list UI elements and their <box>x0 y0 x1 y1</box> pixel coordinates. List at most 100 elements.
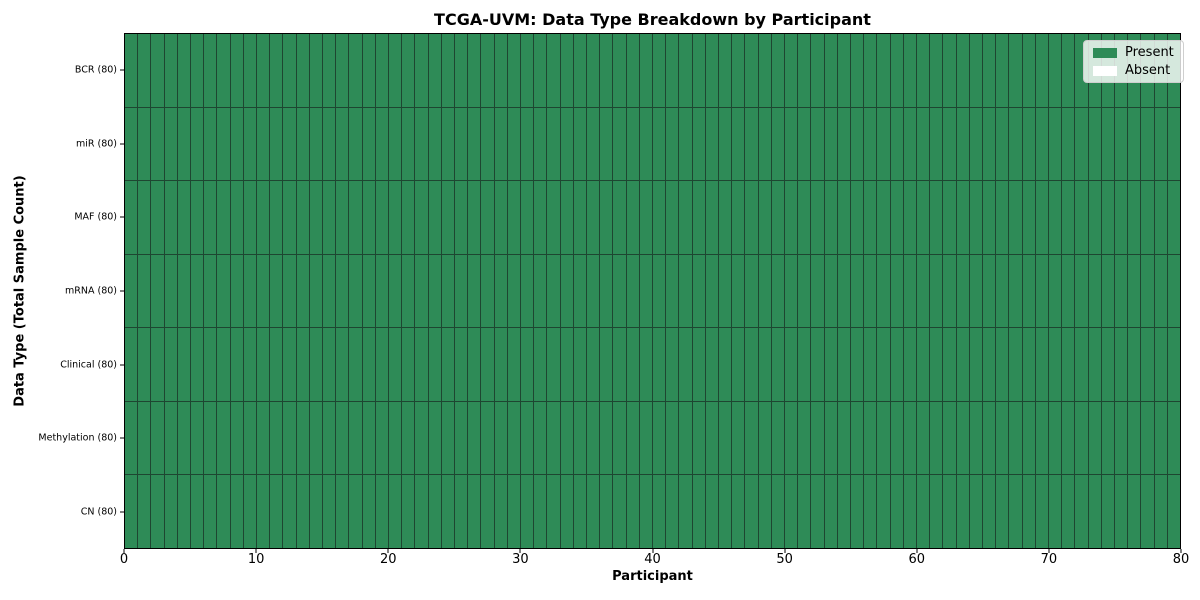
heatmap-cell <box>1114 181 1128 254</box>
heatmap-cell <box>877 401 890 475</box>
heatmap-cell <box>204 401 217 475</box>
heatmap-cell <box>217 34 230 107</box>
heatmap-cell <box>692 181 705 254</box>
heatmap-cell <box>349 254 362 328</box>
heatmap-cell <box>1048 254 1062 328</box>
heatmap-cell <box>1128 401 1141 475</box>
heatmap-cell <box>798 107 811 181</box>
x-axis-ticks: 0 10 20 30 40 50 60 70 80 <box>120 549 1189 575</box>
heatmap-cell <box>296 401 309 475</box>
heatmap-cell <box>943 475 956 548</box>
heatmap-cell <box>1009 401 1022 475</box>
y-tick-label: miR (80) <box>75 137 117 149</box>
heatmap-cell <box>309 328 322 401</box>
heatmap-cell <box>217 181 230 254</box>
heatmap-cell <box>375 401 388 475</box>
heatmap-cell <box>824 107 837 181</box>
heatmap-cell <box>969 181 982 254</box>
heatmap-cell <box>903 475 916 548</box>
heatmap-cell <box>336 34 349 107</box>
heatmap-cell <box>903 254 916 328</box>
heatmap-cell <box>428 328 441 401</box>
heatmap-cell <box>402 107 415 181</box>
heatmap-cell <box>454 34 468 107</box>
heatmap-cell <box>573 475 586 548</box>
heatmap-cell <box>1101 328 1114 401</box>
heatmap-cell <box>586 328 600 401</box>
heatmap-cell <box>1114 328 1128 401</box>
heatmap-cell <box>943 181 956 254</box>
heatmap-cell <box>468 181 481 254</box>
heatmap-cell <box>547 181 560 254</box>
heatmap-cell <box>1048 107 1062 181</box>
y-tick-label: MAF (80) <box>74 211 117 223</box>
heatmap-cell <box>864 401 877 475</box>
legend-item: Present <box>1093 45 1174 60</box>
heatmap-cell <box>468 328 481 401</box>
heatmap-cell <box>520 34 534 107</box>
heatmap-cell <box>1009 107 1022 181</box>
heatmap-cell <box>309 34 322 107</box>
heatmap-cell <box>1114 401 1128 475</box>
heatmap-cell <box>468 401 481 475</box>
heatmap-cell <box>1114 107 1128 181</box>
heatmap-cell <box>402 254 415 328</box>
heatmap-cell <box>388 181 402 254</box>
y-tick-marks <box>0 33 124 549</box>
heatmap-cell <box>125 107 138 181</box>
heatmap-cell <box>916 254 930 328</box>
heatmap-cell <box>771 181 784 254</box>
heatmap-cell <box>626 401 639 475</box>
heatmap-cell <box>613 475 626 548</box>
heatmap-cell <box>771 401 784 475</box>
heatmap-cell <box>652 254 666 328</box>
heatmap-cell <box>996 475 1009 548</box>
heatmap-cell <box>362 475 375 548</box>
heatmap-cell <box>428 34 441 107</box>
heatmap-cell <box>1009 328 1022 401</box>
heatmap-cell <box>415 475 428 548</box>
heatmap-cell <box>336 401 349 475</box>
heatmap-cell <box>679 328 692 401</box>
x-tick-mark <box>123 549 125 553</box>
heatmap-cell <box>1062 254 1075 328</box>
heatmap-cell <box>1167 254 1180 328</box>
heatmap-cell <box>1035 34 1048 107</box>
heatmap-cell <box>125 475 138 548</box>
heatmap-cell <box>1088 475 1101 548</box>
heatmap-cell <box>230 107 243 181</box>
heatmap-cell <box>930 401 943 475</box>
heatmap-cell <box>877 475 890 548</box>
heatmap-cell <box>520 181 534 254</box>
heatmap-cell <box>824 34 837 107</box>
heatmap-cell <box>705 34 718 107</box>
heatmap-cell <box>164 181 177 254</box>
heatmap-cell <box>798 254 811 328</box>
heatmap-cell <box>639 328 652 401</box>
heatmap-cell <box>996 34 1009 107</box>
heatmap-cell <box>177 328 190 401</box>
heatmap-cell <box>705 254 718 328</box>
heatmap-cell <box>811 34 824 107</box>
heatmap-cell <box>415 401 428 475</box>
heatmap-cell <box>811 254 824 328</box>
heatmap-cell <box>982 107 996 181</box>
heatmap-cell <box>784 34 798 107</box>
heatmap-cell <box>534 181 547 254</box>
heatmap-cell <box>586 181 600 254</box>
heatmap-cell <box>890 34 903 107</box>
heatmap-cell <box>943 34 956 107</box>
x-tick-label: 10 <box>247 552 265 567</box>
heatmap-cell <box>1075 328 1088 401</box>
heatmap-cell <box>1154 328 1167 401</box>
heatmap-cell <box>204 328 217 401</box>
heatmap-cell <box>573 34 586 107</box>
heatmap-cell <box>415 328 428 401</box>
heatmap-cell <box>283 401 296 475</box>
heatmap-cell <box>547 254 560 328</box>
heatmap-cell <box>151 401 164 475</box>
heatmap-cell <box>1088 107 1101 181</box>
y-tick-label: Clinical (80) <box>60 358 117 370</box>
heatmap-cell <box>1009 34 1022 107</box>
heatmap-cell <box>732 475 745 548</box>
